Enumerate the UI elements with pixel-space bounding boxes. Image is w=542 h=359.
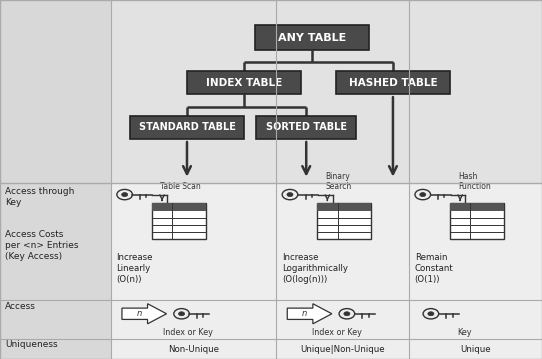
Text: Binary
Search: Binary Search: [325, 172, 351, 191]
Text: Index or Key: Index or Key: [312, 328, 363, 337]
FancyBboxPatch shape: [130, 116, 244, 139]
Circle shape: [420, 192, 426, 197]
FancyBboxPatch shape: [152, 203, 206, 211]
Text: INDEX TABLE: INDEX TABLE: [206, 78, 282, 88]
Text: n: n: [137, 309, 141, 318]
FancyBboxPatch shape: [187, 71, 301, 94]
FancyBboxPatch shape: [0, 183, 111, 359]
FancyBboxPatch shape: [450, 203, 504, 239]
Text: Increase
Logarithmically
(O(log(n))): Increase Logarithmically (O(log(n))): [282, 253, 348, 284]
FancyBboxPatch shape: [255, 25, 369, 50]
Text: Access Costs
per <n> Entries
(Key Access): Access Costs per <n> Entries (Key Access…: [5, 230, 79, 261]
Text: HASHED TABLE: HASHED TABLE: [349, 78, 437, 88]
Circle shape: [344, 312, 350, 316]
Text: Increase
Linearly
(O(n)): Increase Linearly (O(n)): [117, 253, 153, 284]
Text: Key: Key: [457, 328, 472, 337]
Text: Remain
Constant
(O(1)): Remain Constant (O(1)): [415, 253, 453, 284]
FancyBboxPatch shape: [450, 203, 504, 211]
FancyBboxPatch shape: [256, 116, 357, 139]
Text: n: n: [302, 309, 307, 318]
FancyBboxPatch shape: [0, 0, 111, 359]
FancyBboxPatch shape: [336, 71, 450, 94]
Circle shape: [178, 312, 185, 316]
Circle shape: [428, 312, 434, 316]
FancyBboxPatch shape: [152, 203, 206, 239]
Text: STANDARD TABLE: STANDARD TABLE: [139, 122, 235, 132]
Text: Access through
Key: Access through Key: [5, 187, 75, 208]
Text: Hash
Function: Hash Function: [458, 172, 491, 191]
Circle shape: [287, 192, 293, 197]
Text: Table Scan: Table Scan: [160, 182, 201, 191]
Text: SORTED TABLE: SORTED TABLE: [266, 122, 347, 132]
Polygon shape: [122, 304, 166, 324]
FancyBboxPatch shape: [317, 203, 371, 211]
Text: Non-Unique: Non-Unique: [168, 345, 220, 354]
Text: ANY TABLE: ANY TABLE: [278, 33, 346, 43]
Text: Uniqueness: Uniqueness: [5, 340, 58, 349]
FancyBboxPatch shape: [317, 203, 371, 239]
Text: Index or Key: Index or Key: [163, 328, 214, 337]
FancyBboxPatch shape: [0, 183, 542, 359]
Text: Unique: Unique: [460, 345, 491, 354]
Circle shape: [121, 192, 128, 197]
Text: Unique|Non-Unique: Unique|Non-Unique: [300, 345, 385, 354]
FancyBboxPatch shape: [111, 0, 542, 359]
Text: Access: Access: [5, 302, 36, 311]
Polygon shape: [287, 304, 332, 324]
